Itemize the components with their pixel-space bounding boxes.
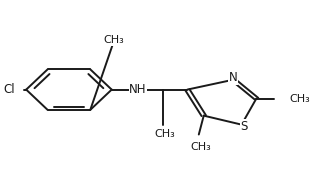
Text: CH₃: CH₃ — [154, 129, 175, 139]
Text: S: S — [241, 120, 248, 133]
Text: CH₃: CH₃ — [289, 94, 310, 104]
Text: CH₃: CH₃ — [104, 35, 124, 45]
Text: N: N — [229, 71, 238, 84]
Text: NH: NH — [129, 83, 147, 96]
Text: CH₃: CH₃ — [190, 142, 211, 152]
Text: Cl: Cl — [4, 83, 15, 96]
